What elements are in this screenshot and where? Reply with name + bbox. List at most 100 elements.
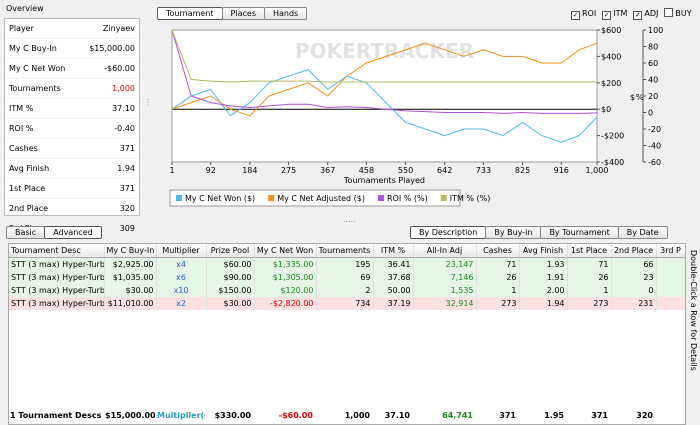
value: -$60.00 — [104, 64, 135, 73]
cell: 69 — [316, 271, 374, 284]
overview-row: My C Net Won -$60.00 — [5, 59, 139, 79]
checkbox[interactable]: BUY — [664, 8, 692, 18]
column-header[interactable]: 1st Place — [567, 244, 612, 258]
tab-button[interactable]: By Buy-in — [485, 226, 542, 239]
overview-panel: Player Zinyaev My C Buy-In $15,000.00 My C N… — [4, 18, 140, 239]
cell: 1.91 — [519, 271, 568, 284]
y2-tick-label: 100 — [648, 26, 663, 35]
overview-row: Avg Finish 1.94 — [5, 159, 139, 179]
column-header[interactable]: Cashes — [476, 244, 520, 258]
column-header[interactable]: My C Buy-In — [104, 244, 157, 258]
cell: STT (3 max) Hyper-Turbo — [9, 257, 105, 271]
cell: $2,925.00 — [104, 257, 157, 271]
x-tick-label: 825 — [515, 166, 530, 175]
checkboxes: ✓ ROI ✓ ITM ✓ ADJ BUY — [565, 8, 692, 20]
cell: 26 — [476, 271, 520, 284]
value: 320 — [119, 204, 135, 213]
header-row: Tournament Desc My C Buy-In Multiplier Priz… — [9, 244, 685, 258]
tab-button[interactable]: Hands — [263, 7, 308, 20]
overview-row: My C Buy-In $15,000.00 — [5, 39, 139, 59]
column-header[interactable]: Prize Pool — [206, 244, 255, 258]
cell: 32,914 — [413, 297, 477, 310]
overview-row: Tournaments 1,000 — [5, 79, 139, 99]
column-header[interactable]: 2nd Place — [611, 244, 657, 258]
cell: 231 — [611, 297, 657, 310]
checkbox[interactable]: ✓ ADJ — [633, 9, 658, 20]
splitter[interactable]: ⋮ — [144, 98, 152, 107]
overview-row: Cashes 371 — [5, 139, 139, 159]
cell: 71 — [567, 257, 612, 271]
x-tick-label: 458 — [359, 166, 374, 175]
cell: x6 — [156, 271, 207, 284]
footer-cell: 1 Tournament Descs — [10, 411, 102, 420]
x-tick-label: 367 — [320, 166, 335, 175]
cell: $1,035.00 — [104, 271, 157, 284]
results-table: Tournament Desc My C Buy-In Multiplier Priz… — [8, 243, 686, 425]
cell: $11,010.00 — [104, 297, 157, 310]
cell: $1,335.00 — [254, 257, 317, 271]
tab-button[interactable]: Places — [221, 7, 265, 20]
cell: 195 — [316, 257, 374, 271]
column-header[interactable]: 3rd P — [656, 244, 685, 258]
table-row[interactable]: STT (3 max) Hyper-Turbo $11,010.00 x2 $30.0… — [9, 297, 685, 310]
cell: -$2,820.00 — [254, 297, 317, 310]
tab-button[interactable]: By Date — [617, 226, 668, 239]
cell: 0 — [611, 284, 657, 297]
tab-button[interactable]: By Tournament — [540, 226, 619, 239]
table-row[interactable]: STT (3 max) Hyper-Turbo $1,035.00 x6 $90.00… — [9, 271, 685, 284]
value: 1,000 — [112, 84, 135, 93]
footer-cell: $15,000.00 — [105, 411, 155, 420]
value: $15,000.00 — [89, 44, 135, 53]
checkbox-box: ✓ — [633, 11, 643, 20]
cell: $60.00 — [206, 257, 255, 271]
cell: 1 — [567, 284, 612, 297]
tab-button[interactable]: By Description — [410, 226, 487, 239]
x-tick-label: 275 — [281, 166, 296, 175]
checkbox[interactable]: ✓ ROI — [571, 9, 596, 20]
splitter[interactable]: ..... — [343, 215, 356, 224]
cell: x10 — [156, 284, 207, 297]
cell — [656, 284, 685, 297]
checkbox[interactable]: ✓ ITM — [602, 9, 627, 20]
cell: 36.41 — [373, 257, 414, 271]
mode-tabs: Basic Advanced — [6, 226, 102, 239]
cell: 2.00 — [519, 284, 568, 297]
cell: $30.00 — [206, 297, 255, 310]
column-header[interactable]: Multiplier — [156, 244, 207, 258]
legend-swatch — [176, 195, 182, 201]
y2-tick-label: 20 — [648, 92, 658, 101]
legend-label: ITM % (%) — [450, 194, 491, 203]
cell: STT (3 max) Hyper-Turbo — [9, 284, 105, 297]
y-tick-label: $600 — [601, 26, 621, 35]
label: ITM % — [9, 104, 34, 113]
y2-tick-label: -20 — [648, 125, 661, 134]
y-tick-label: $0 — [601, 105, 611, 114]
tab-button[interactable]: Basic — [6, 226, 46, 239]
column-header[interactable]: My C Net Won — [254, 244, 317, 258]
cell: $150.00 — [206, 284, 255, 297]
footer-cell: 371 — [591, 411, 608, 420]
cell: 71 — [476, 257, 520, 271]
label: My C Buy-In — [9, 44, 57, 53]
cell: $120.00 — [254, 284, 317, 297]
column-header[interactable]: All-In Adj — [413, 244, 477, 258]
y2-tick-label: 40 — [648, 76, 658, 85]
tab-button[interactable]: Advanced — [44, 226, 102, 239]
footer-cell — [655, 409, 684, 422]
y2-tick-label: 0 — [648, 109, 653, 118]
tab-button[interactable]: Tournament — [157, 7, 223, 20]
column-header[interactable]: Tournament Desc — [9, 244, 105, 258]
column-header[interactable]: Avg Finish — [519, 244, 568, 258]
column-header[interactable]: Tournaments — [316, 244, 374, 258]
cell: 1.94 — [519, 297, 568, 310]
table-row[interactable]: STT (3 max) Hyper-Turbo $30.00 x10 $150.00 $… — [9, 284, 685, 297]
legend-label: ROI % (%) — [387, 194, 428, 203]
legend-swatch — [268, 195, 275, 201]
column-header[interactable]: ITM % — [373, 244, 414, 258]
label: 2nd Place — [9, 204, 49, 213]
table: Tournament Desc My C Buy-In Multiplier Priz… — [9, 244, 685, 310]
cell: STT (3 max) Hyper-Turbo — [9, 297, 105, 310]
legend-swatch — [377, 195, 384, 201]
table-row[interactable]: STT (3 max) Hyper-Turbo $2,925.00 x4 $60.00… — [9, 257, 685, 271]
